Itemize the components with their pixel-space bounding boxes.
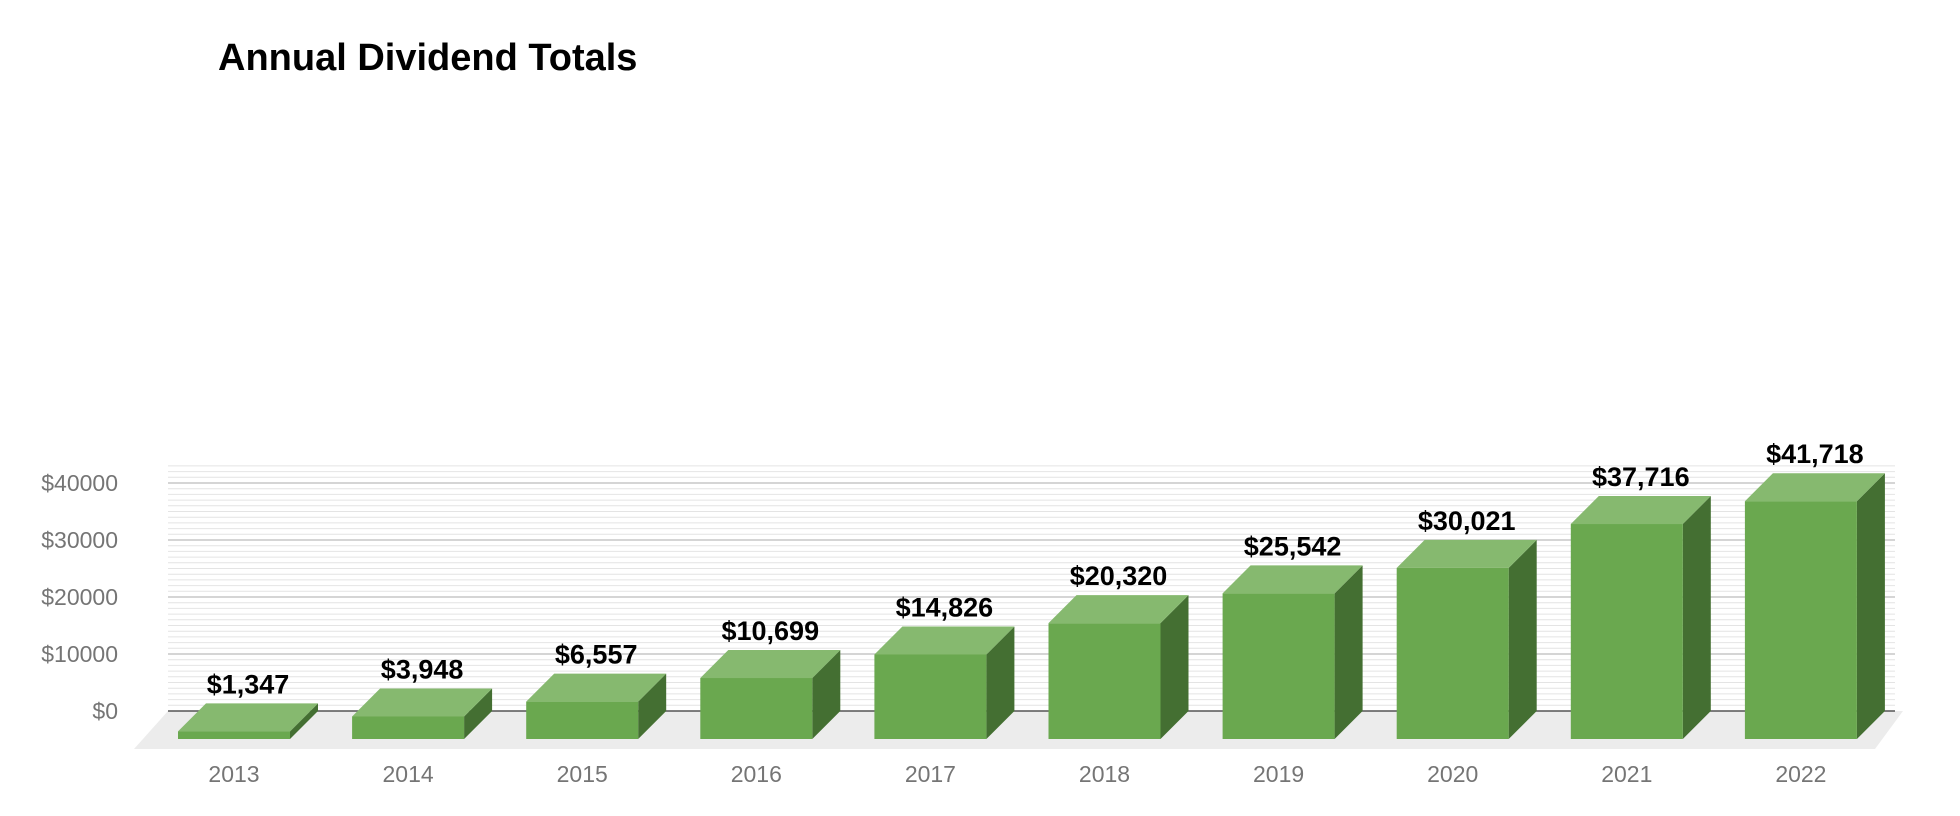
y-tick-label: $10000 bbox=[41, 641, 118, 667]
bar-2014 bbox=[352, 688, 493, 739]
bar-side bbox=[1508, 539, 1537, 739]
data-label: $14,826 bbox=[896, 592, 994, 622]
bar-front bbox=[1048, 623, 1161, 739]
bar-2019 bbox=[1222, 565, 1363, 739]
bar-top bbox=[1570, 496, 1711, 525]
bar-side bbox=[986, 626, 1015, 739]
bar-front bbox=[352, 716, 465, 739]
y-tick-label: $30000 bbox=[41, 527, 118, 553]
x-tick-label: 2019 bbox=[1253, 761, 1304, 787]
bar-2017 bbox=[874, 626, 1015, 739]
bar-side bbox=[812, 650, 841, 739]
y-tick-label: $0 bbox=[92, 698, 118, 724]
bar-top bbox=[1222, 565, 1363, 594]
data-label: $41,718 bbox=[1766, 439, 1864, 469]
bar-front bbox=[1222, 593, 1335, 739]
bar-top bbox=[700, 650, 841, 679]
bar-side bbox=[638, 673, 667, 739]
bar-front bbox=[178, 731, 290, 739]
bar-top bbox=[1396, 539, 1537, 568]
x-tick-label: 2018 bbox=[1079, 761, 1130, 787]
x-axis-ticks: 2013 2014 2015 2016 2017 2018 2019 2020 2021 2022 bbox=[208, 761, 1826, 787]
data-label: $1,347 bbox=[207, 669, 290, 699]
bar-side bbox=[464, 688, 493, 739]
bar-side bbox=[290, 703, 318, 739]
bar-2018 bbox=[1048, 595, 1189, 739]
x-tick-label: 2021 bbox=[1601, 761, 1652, 787]
data-label: $20,320 bbox=[1070, 561, 1168, 591]
y-tick-label: $40000 bbox=[41, 470, 118, 496]
data-label: $30,021 bbox=[1418, 506, 1516, 536]
bar-side bbox=[1334, 565, 1363, 739]
bar-front bbox=[1570, 524, 1683, 739]
x-tick-label: 2013 bbox=[208, 761, 259, 787]
x-tick-label: 2016 bbox=[731, 761, 782, 787]
bar-top bbox=[352, 688, 493, 717]
data-label: $37,716 bbox=[1592, 462, 1690, 492]
bar-front bbox=[1396, 567, 1509, 739]
x-tick-label: 2020 bbox=[1427, 761, 1478, 787]
bar-front bbox=[874, 654, 987, 739]
bar-top bbox=[874, 626, 1015, 655]
bar-top bbox=[1744, 473, 1885, 502]
bar-side bbox=[1682, 496, 1711, 739]
data-label: $25,542 bbox=[1244, 531, 1342, 561]
data-label: $10,699 bbox=[721, 616, 819, 646]
bars bbox=[178, 473, 1885, 739]
x-tick-label: 2022 bbox=[1775, 761, 1826, 787]
bar-2022 bbox=[1744, 473, 1885, 739]
bar-2016 bbox=[700, 650, 841, 739]
bar-2020 bbox=[1396, 539, 1537, 739]
bar-top bbox=[526, 673, 667, 702]
bar-side bbox=[1856, 473, 1885, 739]
bar-top bbox=[178, 703, 318, 732]
bar-top bbox=[1048, 595, 1189, 624]
data-label: $3,948 bbox=[381, 654, 464, 684]
bar-2015 bbox=[526, 673, 667, 739]
y-tick-label: $20000 bbox=[41, 584, 118, 610]
x-tick-label: 2015 bbox=[557, 761, 608, 787]
chart-title: Annual Dividend Totals bbox=[218, 37, 637, 79]
x-tick-label: 2017 bbox=[905, 761, 956, 787]
y-axis-ticks: $0 $10000 $20000 $30000 $40000 bbox=[41, 470, 118, 724]
bar-2013 bbox=[178, 703, 318, 739]
bar-side bbox=[1160, 595, 1189, 739]
data-label: $6,557 bbox=[555, 640, 638, 670]
bar-2021 bbox=[1570, 496, 1711, 739]
data-labels: $1,347 $3,948 $6,557 $10,699 $14,826 $20,320 $… bbox=[207, 439, 1864, 699]
bar-front bbox=[526, 701, 639, 739]
bar-front bbox=[1744, 501, 1857, 739]
bar-front bbox=[700, 678, 813, 739]
x-tick-label: 2014 bbox=[383, 761, 434, 787]
